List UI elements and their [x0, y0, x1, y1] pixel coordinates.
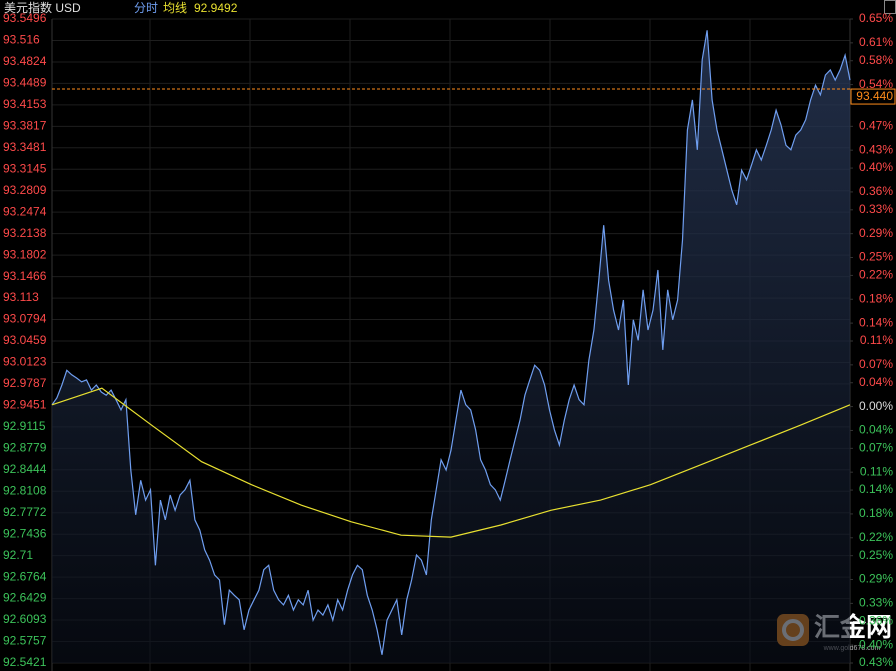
- y-tick-label: 93.2474: [3, 204, 47, 218]
- y-tick-label: 93.5496: [3, 11, 47, 25]
- y-tick-label: 92.71: [3, 548, 33, 562]
- y-tick-label: 93.4489: [3, 76, 47, 90]
- last-price-label: 93.440: [856, 89, 893, 103]
- y2-tick-label: 0.58%: [859, 53, 893, 67]
- y-tick-label: 92.7436: [3, 526, 47, 540]
- y2-tick-label: 0.07%: [859, 357, 893, 371]
- y-tick-label: 93.4153: [3, 97, 47, 111]
- y2-tick-label: 0.40%: [859, 637, 893, 651]
- y-tick-label: 92.7772: [3, 505, 47, 519]
- y-tick-label: 92.9787: [3, 376, 47, 390]
- y-tick-label: 93.0459: [3, 333, 47, 347]
- y2-tick-label: 0.43%: [859, 142, 893, 156]
- y2-tick-label: 0.07%: [859, 441, 893, 455]
- y2-tick-label: 0.11%: [860, 464, 893, 478]
- y-tick-label: 93.0123: [3, 355, 47, 369]
- y-tick-label: 92.8444: [3, 462, 47, 476]
- y-tick-label: 92.8779: [3, 441, 47, 455]
- y-tick-label: 93.516: [3, 33, 40, 47]
- y2-tick-label: 0.25%: [859, 250, 893, 264]
- y2-tick-label: 0.61%: [859, 35, 893, 49]
- y-tick-label: 93.2809: [3, 183, 47, 197]
- y-tick-label: 92.6764: [3, 569, 47, 583]
- y-tick-label: 93.3145: [3, 161, 47, 175]
- y-tick-label: 93.4824: [3, 54, 47, 68]
- chart-title: 美元指数 USD: [4, 0, 81, 15]
- y2-tick-label: 0.14%: [859, 315, 893, 329]
- y2-tick-label: 0.04%: [859, 423, 893, 437]
- y2-tick-label: 0.29%: [859, 572, 893, 586]
- y2-tick-label: 0.43%: [859, 655, 893, 669]
- price-area: [52, 30, 850, 664]
- y-tick-label: 92.9115: [3, 419, 46, 433]
- y2-tick-label: 0.22%: [859, 530, 893, 544]
- y2-tick-label: 0.25%: [859, 548, 893, 562]
- y2-tick-label: 0.22%: [859, 268, 893, 282]
- y2-tick-label: 0.18%: [859, 291, 893, 305]
- y-tick-label: 92.5757: [3, 634, 47, 648]
- legend-avg: 均线: [163, 1, 187, 15]
- y-tick-label: 92.8108: [3, 483, 47, 497]
- y2-tick-label: 0.36%: [859, 184, 893, 198]
- y2-tick-label: 0.47%: [859, 119, 893, 133]
- y-tick-label: 92.9451: [3, 398, 47, 412]
- y2-tick-label: 0.29%: [859, 226, 893, 240]
- y-tick-label: 93.0794: [3, 312, 47, 326]
- y2-tick-label: 0.54%: [859, 77, 893, 91]
- y-tick-label: 92.6429: [3, 591, 47, 605]
- y-tick-label: 92.5421: [3, 655, 47, 669]
- y2-tick-label: 0.04%: [859, 375, 893, 389]
- legend-price: 分时: [134, 1, 158, 15]
- y-tick-label: 93.1466: [3, 269, 47, 283]
- last-price-box: [850, 88, 896, 105]
- legend-avg-value: 92.9492: [194, 1, 238, 15]
- y-tick-label: 93.1802: [3, 247, 47, 261]
- logo-url: www.gold678.com: [823, 645, 881, 652]
- y2-tick-label: 0.11%: [860, 333, 893, 347]
- average-line: [51, 387, 851, 538]
- y2-tick-label: 0.65%: [859, 11, 893, 25]
- y2-tick-label: 0.00%: [859, 399, 893, 413]
- y2-tick-label: 0.33%: [859, 202, 893, 216]
- y-tick-label: 93.113: [3, 290, 39, 304]
- y-tick-label: 93.3817: [3, 118, 47, 132]
- y2-tick-label: 0.40%: [859, 160, 893, 174]
- y-tick-label: 92.6093: [3, 612, 47, 626]
- price-line: [51, 30, 851, 655]
- y2-tick-label: 0.33%: [859, 596, 893, 610]
- y2-tick-label: 0.18%: [859, 506, 893, 520]
- y-tick-label: 93.3481: [3, 140, 47, 154]
- y2-tick-label: 0.14%: [859, 482, 893, 496]
- y2-tick-label: 0.36%: [859, 613, 893, 627]
- y-tick-label: 93.2138: [3, 226, 47, 240]
